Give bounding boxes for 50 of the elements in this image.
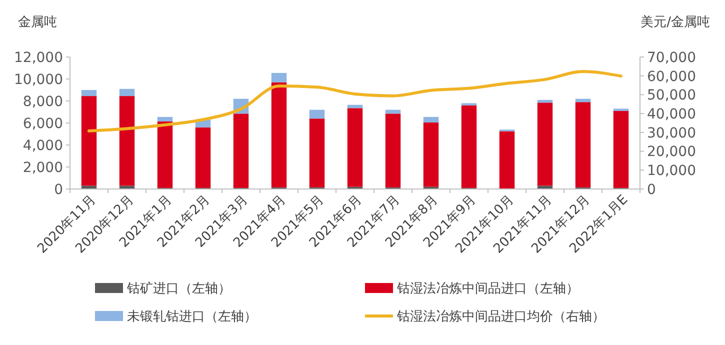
legend-label: 钴湿法冶炼中间品进口（左轴） [396, 282, 579, 297]
bar [81, 90, 97, 96]
bar [119, 186, 135, 189]
bar [309, 110, 325, 119]
bar [157, 121, 173, 188]
y-tick-label: 2,000 [22, 160, 63, 176]
y2-tick-label: 70,000 [647, 50, 696, 66]
bar [575, 102, 591, 188]
y2-tick-label: 10,000 [647, 163, 696, 180]
bar [347, 108, 363, 187]
y-tick-label: 12,000 [14, 50, 63, 66]
y2-axis-title: 美元/金属吨 [640, 14, 710, 30]
bar [385, 110, 401, 114]
bar [271, 72, 287, 82]
legend-label: 未锻轧钴进口（左轴） [127, 310, 257, 325]
y-axis-title: 金属吨 [18, 15, 57, 30]
bar [423, 122, 439, 187]
y2-tick-label: 40,000 [647, 106, 696, 122]
bar [119, 88, 135, 96]
bar [537, 186, 553, 189]
bar [195, 127, 211, 188]
y2-tick-label: 20,000 [647, 144, 696, 160]
legend-label: 钴矿进口（左轴） [126, 282, 231, 297]
bar [81, 96, 97, 186]
legend-label: 钴湿法冶炼中间品进口均价（右轴） [396, 310, 605, 325]
y-tick-label: 8,000 [22, 94, 63, 110]
bar [423, 116, 439, 122]
bar [119, 96, 135, 186]
bar [575, 98, 591, 102]
bar [385, 114, 401, 188]
y2-tick-label: 50,000 [647, 88, 696, 104]
bar [499, 131, 515, 188]
y-tick-label: 6,000 [22, 116, 63, 132]
y2-tick-label: 60,000 [647, 68, 696, 85]
y2-tick-label: 30,000 [647, 125, 696, 142]
line-series [88, 70, 622, 132]
bar [271, 82, 287, 188]
bar [461, 105, 477, 188]
bar [537, 102, 553, 186]
bar [157, 116, 173, 122]
bar [233, 114, 249, 188]
bar [81, 186, 97, 189]
y-tick-label: 10,000 [14, 72, 63, 88]
bar [309, 118, 325, 188]
bar [347, 104, 363, 108]
y2-tick-label: 0 [647, 182, 656, 198]
y-tick-label: 4,000 [22, 138, 63, 154]
y-tick-label: 0 [54, 182, 63, 198]
bar [613, 110, 629, 188]
bar [537, 100, 553, 103]
